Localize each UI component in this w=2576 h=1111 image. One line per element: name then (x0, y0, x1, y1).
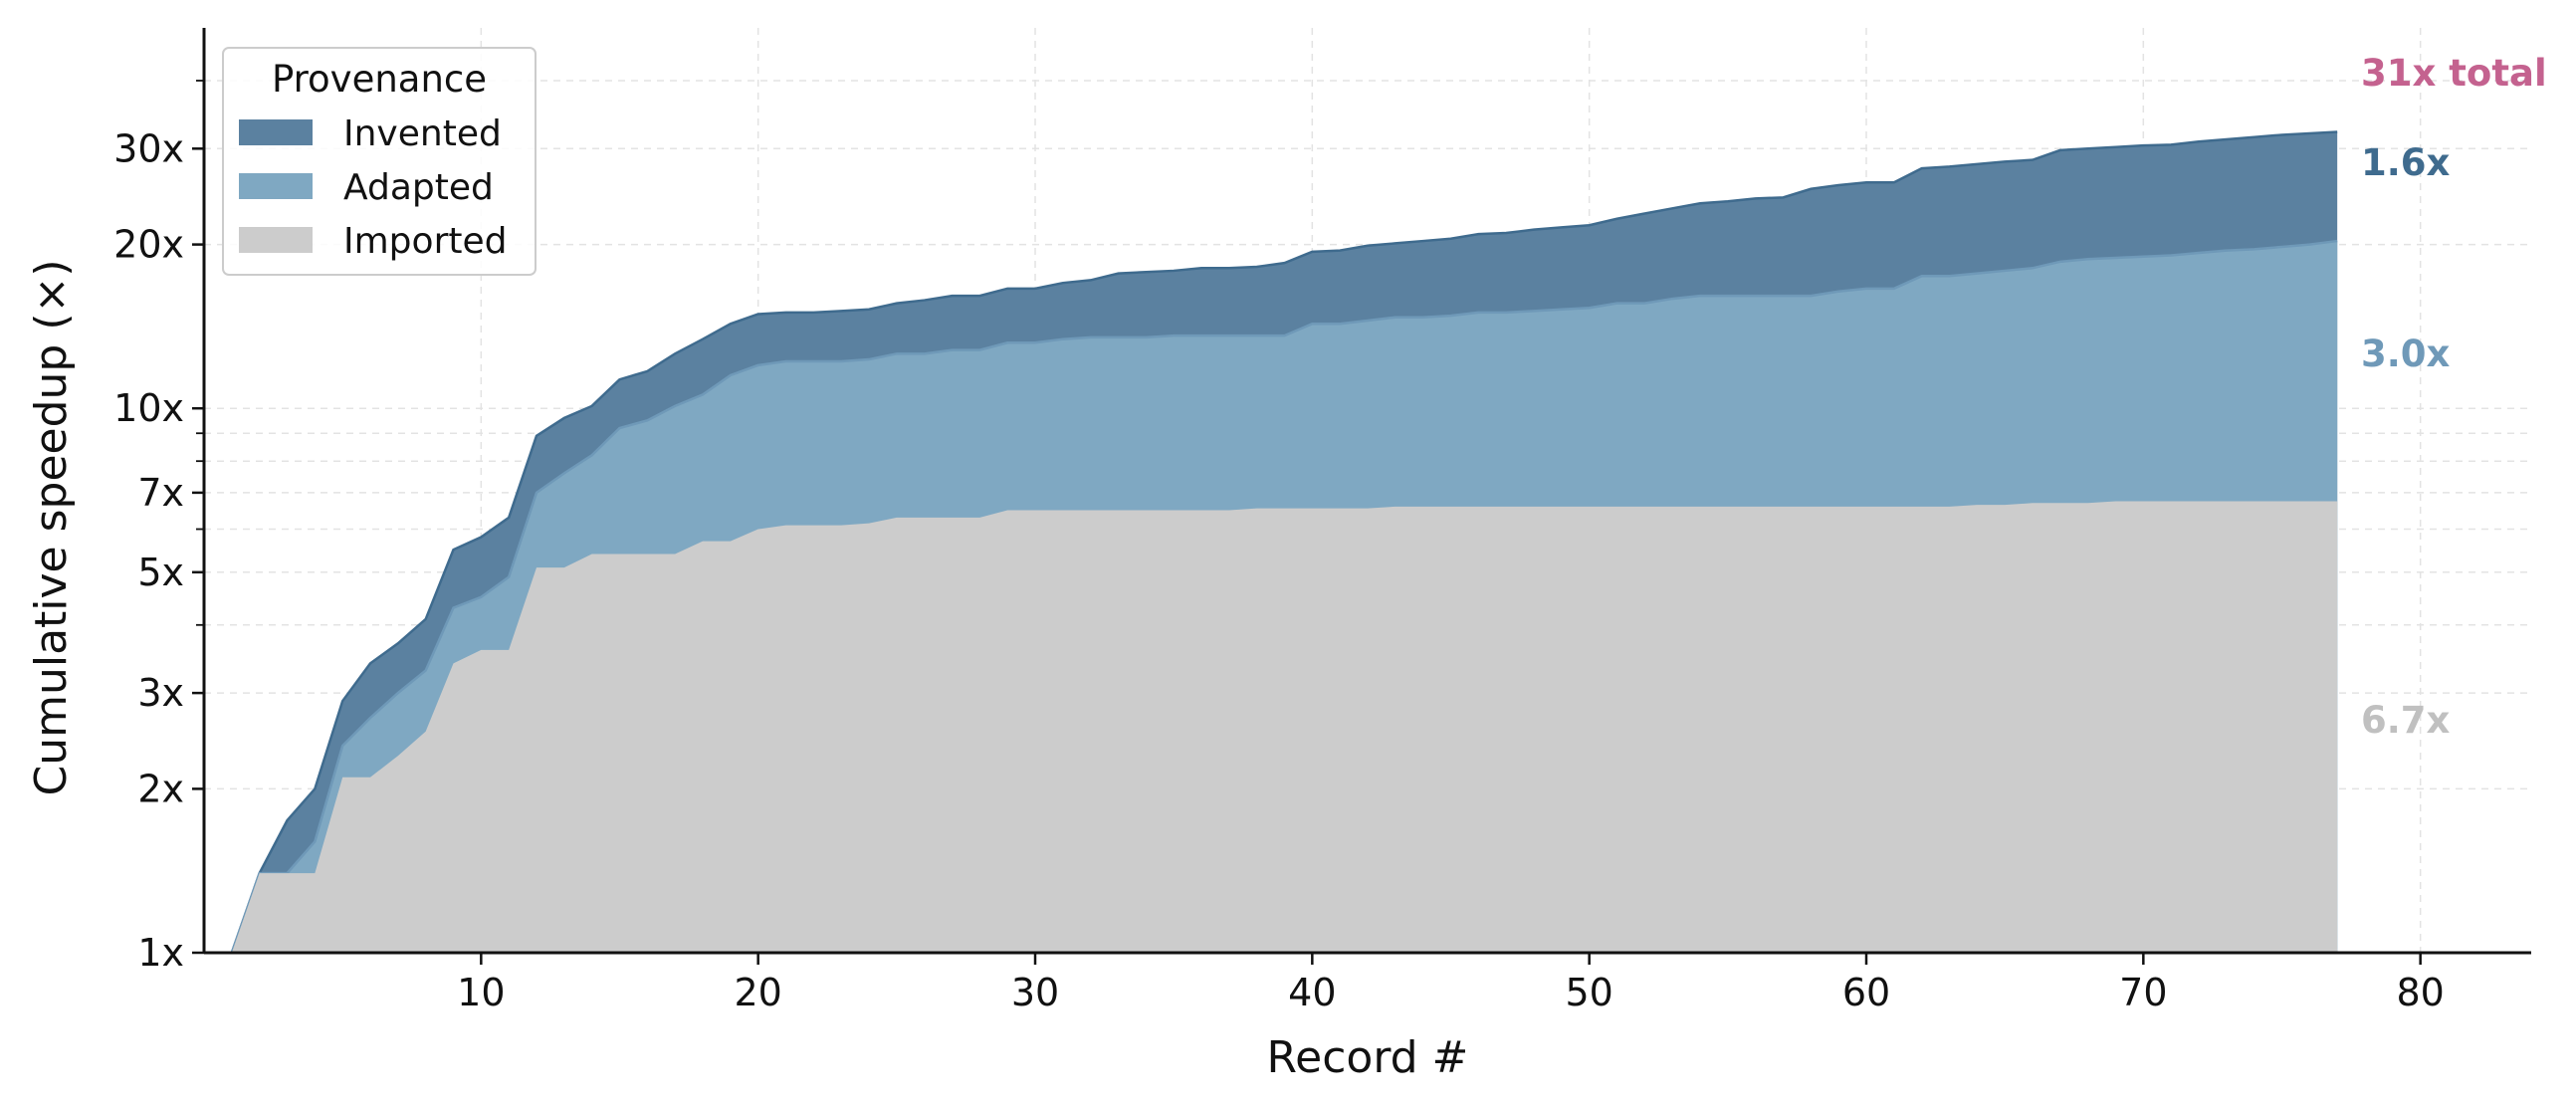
legend-title: Provenance (272, 58, 487, 101)
y-tick-label: 2x (137, 767, 184, 810)
x-tick-label: 60 (1842, 971, 1890, 1014)
series-line-invented (230, 130, 2338, 954)
x-tick-label: 70 (2119, 971, 2167, 1014)
x-ticks: 10 20 30 40 50 60 70 80 (457, 953, 2445, 1014)
y-ticks: 1x 2x 3x 5x 7x 10x 20x 30x (113, 80, 204, 975)
x-axis-title: Record # (1267, 1032, 1469, 1083)
legend: Provenance Invented Adapted Imported (222, 47, 537, 276)
end-labels: 31x total 1.6x 3.0x 6.7x (2361, 52, 2547, 742)
end-label-invented: 1.6x (2361, 141, 2451, 184)
y-tick-label: 5x (137, 551, 184, 594)
legend-label-invented: Invented (343, 113, 502, 154)
end-label-imported: 6.7x (2361, 699, 2451, 742)
x-tick-label: 40 (1288, 971, 1336, 1014)
x-tick-label: 20 (734, 971, 781, 1014)
end-label-total: 31x total (2361, 52, 2547, 95)
x-tick-label: 50 (1565, 971, 1612, 1014)
end-label-adapted: 3.0x (2361, 333, 2451, 375)
x-tick-label: 80 (2396, 971, 2444, 1014)
y-tick-label: 10x (113, 386, 184, 430)
y-axis-title: Cumulative speedup (×) (26, 259, 77, 795)
y-tick-label: 30x (113, 126, 184, 170)
legend-swatch-imported (239, 227, 313, 253)
legend-frame (222, 47, 537, 276)
area-imported (231, 501, 2338, 953)
y-tick-label: 20x (113, 223, 184, 267)
legend-swatch-adapted (239, 173, 313, 199)
series-line-adapted (230, 239, 2338, 954)
y-tick-label: 3x (137, 671, 184, 715)
stacked-areas (230, 130, 2338, 954)
x-tick-label: 30 (1011, 971, 1059, 1014)
y-tick-label: 1x (137, 931, 184, 975)
x-tick-label: 10 (457, 971, 505, 1014)
y-tick-label: 7x (137, 471, 184, 515)
legend-label-adapted: Adapted (343, 167, 494, 208)
legend-swatch-invented (239, 119, 313, 145)
legend-label-imported: Imported (343, 221, 507, 262)
